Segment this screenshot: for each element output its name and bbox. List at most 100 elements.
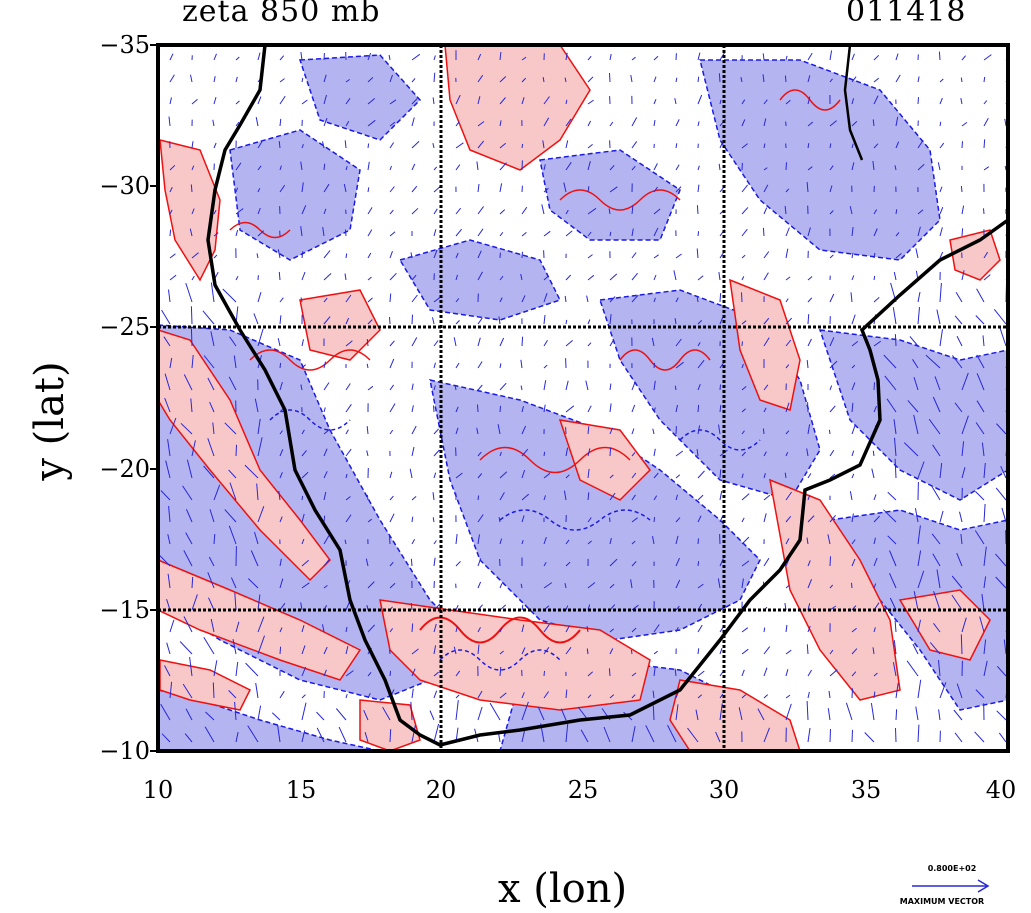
wind-vector <box>645 725 655 743</box>
wind-vector <box>213 96 217 105</box>
wind-vector <box>609 314 612 325</box>
wind-vector <box>367 624 376 633</box>
wind-vector <box>232 639 237 655</box>
wind-vector <box>455 694 460 699</box>
wind-vector <box>873 406 877 413</box>
wind-vector <box>202 310 215 325</box>
wind-vector <box>301 77 304 83</box>
wind-vector <box>851 98 855 105</box>
wind-vector <box>323 428 331 435</box>
wind-vector <box>213 76 216 83</box>
wind-vector <box>477 706 483 721</box>
wind-vector <box>975 491 985 501</box>
wind-vector <box>210 282 215 303</box>
wind-vector <box>455 700 459 721</box>
wind-vector <box>895 709 898 721</box>
wind-vector <box>675 517 681 523</box>
wind-vector <box>499 583 503 589</box>
wind-vector <box>653 120 656 127</box>
wind-vector <box>763 118 767 127</box>
wind-vector <box>785 669 789 677</box>
wind-vector <box>367 187 370 193</box>
wind-vector <box>631 252 637 259</box>
wind-vector <box>653 362 655 369</box>
wind-vector <box>609 492 616 501</box>
wind-vector <box>345 121 350 127</box>
wind-vector <box>477 473 483 479</box>
wind-vector <box>234 592 237 611</box>
wind-vector <box>235 662 239 677</box>
wind-vector <box>603 726 611 743</box>
wind-vector <box>254 398 259 413</box>
wind-vector <box>675 474 681 479</box>
wind-vector <box>741 276 745 281</box>
y-axis-label: y (lat) <box>27 361 73 481</box>
wind-vector <box>983 117 989 127</box>
wind-vector <box>886 398 897 413</box>
wind-vector <box>521 97 525 105</box>
wind-vector <box>229 336 237 347</box>
wind-vector <box>913 376 919 391</box>
wind-vector <box>785 55 788 61</box>
wind-vector <box>873 627 876 633</box>
wind-vector <box>827 534 831 545</box>
wind-vector <box>301 694 306 699</box>
wind-vector <box>222 288 237 303</box>
wind-vector <box>432 517 435 523</box>
wind-vector <box>455 604 459 611</box>
wind-vector <box>785 624 788 633</box>
wind-vector <box>807 52 813 61</box>
wind-vector <box>565 340 573 347</box>
wind-vector <box>323 94 327 105</box>
wind-vector <box>587 540 592 545</box>
wind-vector <box>806 644 809 655</box>
wind-vector <box>301 99 308 105</box>
wind-vector <box>433 72 436 83</box>
wind-vector <box>763 667 768 677</box>
wind-vector <box>609 72 611 83</box>
wind-vector <box>521 251 523 259</box>
wind-vector <box>975 422 985 435</box>
wind-vector <box>367 119 376 127</box>
wind-vector <box>433 55 436 61</box>
wind-vector <box>565 625 570 633</box>
wind-vector <box>741 228 748 237</box>
wind-vector <box>631 382 636 391</box>
wind-vector <box>806 360 809 369</box>
wind-vector <box>389 358 395 369</box>
wind-vector <box>169 274 177 281</box>
wind-vector <box>653 254 659 259</box>
wind-vector <box>763 646 771 655</box>
wind-vector <box>543 472 551 479</box>
wind-vector <box>389 403 396 413</box>
wind-vector <box>209 401 215 413</box>
wind-vector <box>873 515 881 523</box>
wind-vector <box>498 316 501 325</box>
wind-vector <box>961 372 969 391</box>
wind-vector <box>851 473 855 479</box>
wind-vector <box>829 385 833 391</box>
wind-vector <box>189 657 193 677</box>
wind-vector <box>499 538 503 545</box>
wind-vector <box>907 400 919 413</box>
wind-vector <box>345 294 352 303</box>
wind-vector <box>807 227 811 237</box>
wind-vector <box>565 319 568 325</box>
wind-vector <box>191 354 194 369</box>
wind-vector <box>697 52 701 61</box>
wind-vector <box>653 624 660 633</box>
wind-vector <box>892 662 897 677</box>
wind-vector <box>301 582 310 589</box>
wind-vector <box>453 337 457 347</box>
wind-vector <box>565 99 568 105</box>
wind-vector <box>762 53 765 61</box>
wind-vector <box>520 385 523 391</box>
wind-vector <box>367 671 372 677</box>
wind-vector <box>477 206 485 215</box>
wind-vector <box>785 99 791 105</box>
wind-vector <box>1003 639 1007 655</box>
wind-vector <box>719 52 725 61</box>
wind-vector <box>543 670 545 677</box>
wind-vector <box>169 186 173 193</box>
wind-vector <box>477 140 485 149</box>
